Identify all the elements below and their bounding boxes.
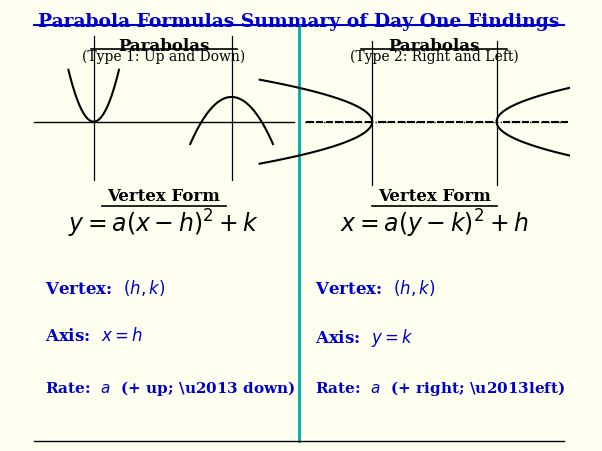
Text: Vertex Form: Vertex Form	[378, 188, 491, 204]
Text: (Type 1: Up and Down): (Type 1: Up and Down)	[82, 50, 246, 64]
Text: Vertex:  $(h, k)$: Vertex: $(h, k)$	[45, 277, 166, 297]
Text: (Type 2: Right and Left): (Type 2: Right and Left)	[350, 50, 519, 64]
Text: $x = a(y-k)^2 + h$: $x = a(y-k)^2 + h$	[340, 207, 529, 239]
Text: Axis:  $x = h$: Axis: $x = h$	[45, 327, 143, 344]
Text: Vertex:  $(h, k)$: Vertex: $(h, k)$	[315, 277, 436, 297]
Text: Parabola Formulas Summary of Day One Findings: Parabola Formulas Summary of Day One Fin…	[39, 13, 560, 31]
Text: $y = a(x-h)^2 + k$: $y = a(x-h)^2 + k$	[68, 207, 259, 239]
Text: Rate:  $a$  (+ up; \u2013 down): Rate: $a$ (+ up; \u2013 down)	[45, 378, 296, 397]
Text: Vertex Form: Vertex Form	[108, 188, 220, 204]
Text: Parabolas: Parabolas	[389, 38, 480, 55]
Text: Axis:  $y = k$: Axis: $y = k$	[315, 327, 414, 348]
Text: Parabolas: Parabolas	[119, 38, 209, 55]
Text: Rate:  $a$  (+ right; \u2013left): Rate: $a$ (+ right; \u2013left)	[315, 378, 566, 397]
